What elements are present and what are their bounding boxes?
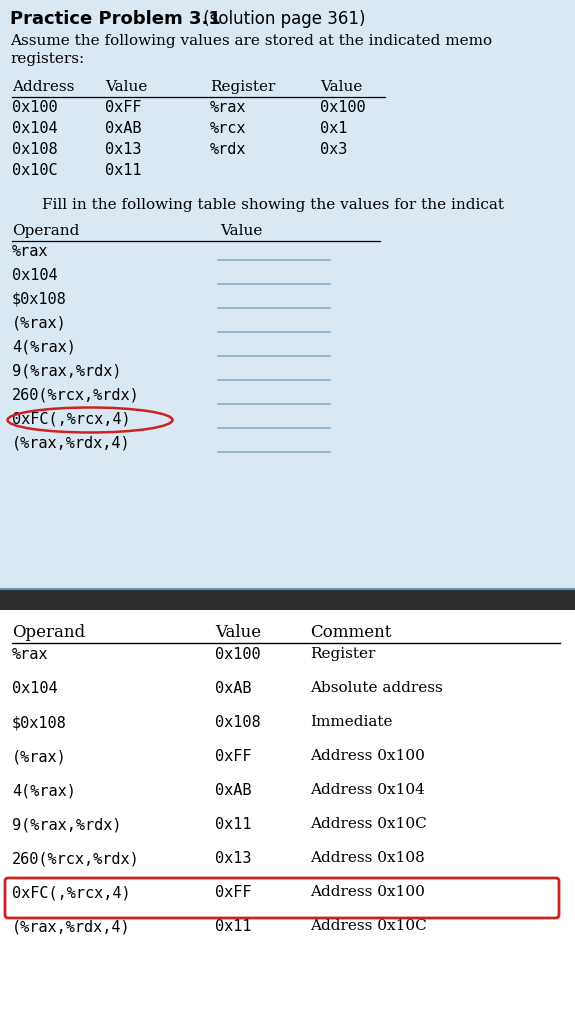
Text: 0xFF: 0xFF [215,749,251,764]
Text: Assume the following values are stored at the indicated memo: Assume the following values are stored a… [10,34,492,48]
Text: registers:: registers: [10,52,85,66]
Text: 0x13: 0x13 [215,851,251,866]
Text: %rdx: %rdx [210,142,247,157]
Text: Register: Register [310,647,375,662]
Text: 0xAB: 0xAB [105,121,141,136]
Text: Address 0x100: Address 0x100 [310,749,425,763]
Text: 0x100: 0x100 [12,100,58,115]
Text: 0x108: 0x108 [215,715,260,730]
Text: 9(%rax,%rdx): 9(%rax,%rdx) [12,364,121,379]
Text: Value: Value [215,624,261,641]
Bar [0,0,575,590]
Text: (solution page 361): (solution page 361) [198,10,366,28]
Text: 0x104: 0x104 [12,681,58,696]
Text: 0xFC(,%rcx,4): 0xFC(,%rcx,4) [12,885,131,900]
Text: 0x11: 0x11 [215,919,251,934]
Text: Value: Value [320,80,362,94]
Text: 0x10C: 0x10C [12,163,58,178]
Text: 0x13: 0x13 [105,142,141,157]
Text: (%rax): (%rax) [12,749,67,764]
Text: Operand: Operand [12,624,85,641]
Text: Address 0x100: Address 0x100 [310,885,425,899]
Text: 4(%rax): 4(%rax) [12,340,76,355]
Text: Value: Value [105,80,147,94]
Bar [0,610,575,1024]
Text: Operand: Operand [12,224,79,238]
Text: 0xFF: 0xFF [105,100,141,115]
Text: Value: Value [220,224,262,238]
Text: %rax: %rax [12,244,48,259]
Text: Absolute address: Absolute address [310,681,443,695]
Text: 0x11: 0x11 [215,817,251,831]
Text: 4(%rax): 4(%rax) [12,783,76,798]
Text: 9(%rax,%rdx): 9(%rax,%rdx) [12,817,121,831]
Text: 0x108: 0x108 [12,142,58,157]
Text: 0x104: 0x104 [12,268,58,283]
Text: %rcx: %rcx [210,121,247,136]
Text: Address 0x108: Address 0x108 [310,851,425,865]
Text: 0x3: 0x3 [320,142,347,157]
Text: Address 0x10C: Address 0x10C [310,817,427,831]
Text: %rax: %rax [210,100,247,115]
Text: Comment: Comment [310,624,392,641]
Text: $0x108: $0x108 [12,715,67,730]
Text: Fill in the following table showing the values for the indicat: Fill in the following table showing the … [42,198,504,212]
Text: 0x100: 0x100 [320,100,366,115]
Text: 0x100: 0x100 [215,647,260,662]
Text: Immediate: Immediate [310,715,393,729]
Text: $0x108: $0x108 [12,292,67,307]
Text: Address 0x104: Address 0x104 [310,783,425,797]
Text: (%rax,%rdx,4): (%rax,%rdx,4) [12,436,131,451]
Text: %rax: %rax [12,647,48,662]
Text: Register: Register [210,80,275,94]
Text: Address 0x10C: Address 0x10C [310,919,427,933]
Text: 260(%rcx,%rdx): 260(%rcx,%rdx) [12,851,140,866]
Text: 0x11: 0x11 [105,163,141,178]
Text: 260(%rcx,%rdx): 260(%rcx,%rdx) [12,388,140,403]
Text: 0xFC(,%rcx,4): 0xFC(,%rcx,4) [12,412,131,427]
Text: Practice Problem 3.1: Practice Problem 3.1 [10,10,221,28]
Text: 0x1: 0x1 [320,121,347,136]
Text: 0x104: 0x104 [12,121,58,136]
Text: (%rax): (%rax) [12,316,67,331]
Text: 0xFF: 0xFF [215,885,251,900]
Text: 0xAB: 0xAB [215,783,251,798]
Text: (%rax,%rdx,4): (%rax,%rdx,4) [12,919,131,934]
Text: Address: Address [12,80,74,94]
Text: 0xAB: 0xAB [215,681,251,696]
Bar [0,590,575,610]
